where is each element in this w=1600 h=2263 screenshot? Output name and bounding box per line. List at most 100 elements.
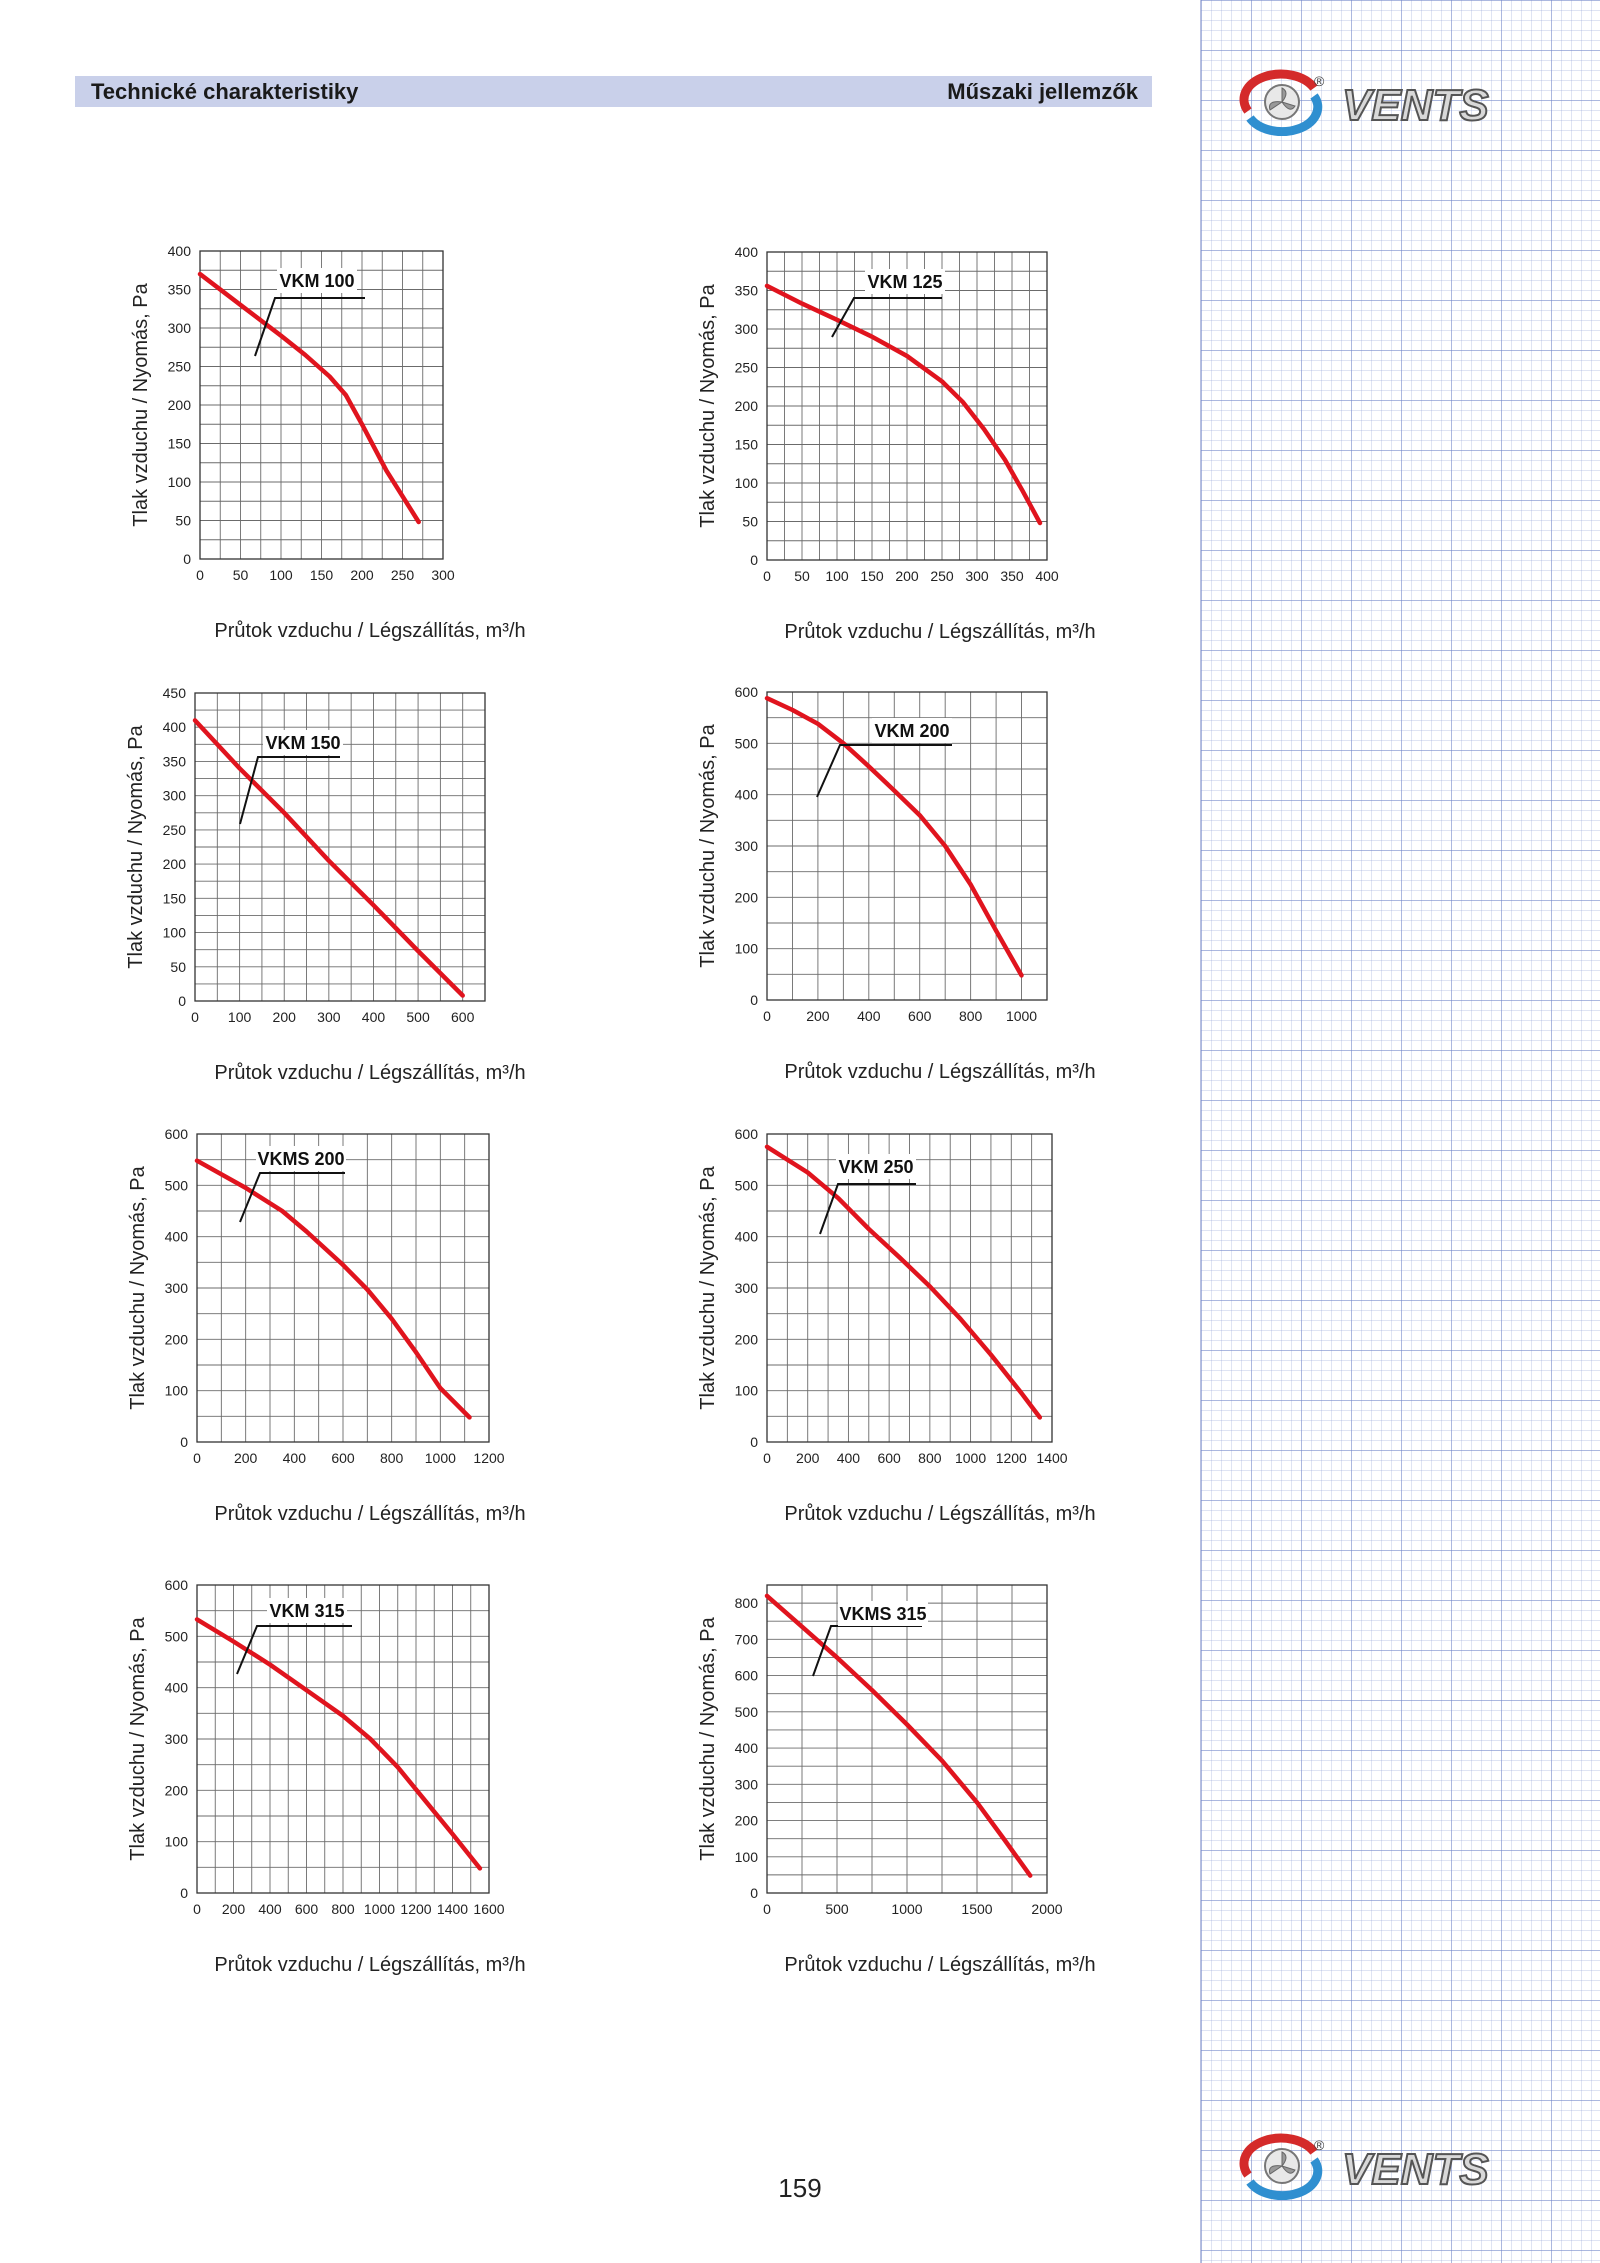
y-tick-label: 300: [735, 321, 759, 337]
y-tick-label: 0: [180, 1885, 188, 1901]
x-tick-label: 1000: [1006, 1008, 1037, 1024]
x-tick-label: 800: [331, 1901, 355, 1917]
y-tick-label: 350: [168, 282, 192, 298]
y-axis-label: Tlak vzduchu / Nyomás, Pa: [127, 1616, 149, 1860]
y-tick-label: 100: [735, 1849, 759, 1865]
x-axis-label: Průtok vzduchu / Légszállítás, m³/h: [214, 1503, 525, 1525]
y-tick-label: 100: [735, 1383, 759, 1399]
performance-curve: [764, 1144, 1043, 1420]
x-tick-label: 1000: [891, 1901, 922, 1917]
x-tick-label: 600: [331, 1450, 355, 1466]
vents-logo: ® VENTS: [1239, 69, 1490, 136]
x-tick-label: 1200: [400, 1901, 431, 1917]
performance-curve: [764, 283, 1043, 526]
y-tick-label: 100: [163, 925, 187, 941]
header-title-hungarian: Műszaki jellemzők: [947, 79, 1138, 104]
y-tick-label: 350: [735, 283, 759, 299]
y-tick-label: 100: [168, 474, 192, 490]
page-number: 159: [778, 2173, 822, 2203]
y-tick-label: 400: [163, 719, 187, 735]
x-axis-label: Průtok vzduchu / Légszállítás, m³/h: [784, 1954, 1095, 1976]
y-tick-label: 500: [165, 1177, 189, 1193]
chart-vkm-100: 0 50 100 150 200 250 300 0 50 100 150 200 250 300 350 4…: [130, 243, 526, 642]
performance-curve: [194, 1617, 483, 1871]
model-label-box: [277, 268, 357, 293]
x-tick-label: 500: [825, 1901, 849, 1917]
x-axis-label: Průtok vzduchu / Légszállítás, m³/h: [784, 621, 1095, 643]
x-axis-label: Průtok vzduchu / Légszállítás, m³/h: [214, 620, 525, 642]
x-tick-label: 0: [196, 567, 204, 583]
y-tick-label: 250: [168, 359, 192, 375]
model-label: VKM 250: [838, 1157, 913, 1177]
model-label: VKM 125: [867, 272, 942, 292]
x-tick-label: 1200: [996, 1450, 1027, 1466]
x-tick-label: 400: [857, 1008, 881, 1024]
y-tick-label: 400: [735, 1229, 759, 1245]
model-leader-line: [254, 297, 365, 357]
graph-paper-sidebar: [1200, 0, 1600, 2263]
y-tick-label: 600: [735, 684, 759, 700]
y-axis-label: Tlak vzduchu / Nyomás, Pa: [697, 1616, 719, 1860]
grid: [766, 1133, 1053, 1443]
x-tick-label: 150: [860, 568, 884, 584]
x-tick-label: 200: [350, 567, 374, 583]
x-tick-label: 400: [283, 1450, 307, 1466]
model-label-box: [263, 730, 343, 755]
y-axis-label: Tlak vzduchu / Nyomás, Pa: [697, 1165, 719, 1409]
header-title-czech: Technické charakteristiky: [91, 79, 359, 104]
x-tick-label: 1600: [473, 1901, 504, 1917]
y-tick-label: 100: [735, 941, 759, 957]
y-tick-label: 500: [735, 1704, 759, 1720]
x-tick-label: 50: [794, 568, 810, 584]
x-tick-label: 350: [1000, 568, 1024, 584]
chart-vkm-150: 0 100 200 300 400 500 600 0 50 100 150 200 250 300 350…: [125, 685, 526, 1084]
y-tick-label: 50: [170, 959, 186, 975]
y-tick-label: 400: [168, 243, 192, 259]
y-tick-label: 500: [735, 735, 759, 751]
x-tick-label: 250: [391, 567, 415, 583]
chart-vkm-125: 0 50 100 150 200 250 300 350 400 0 50 100 150 200 250 3…: [697, 244, 1096, 643]
x-tick-label: 400: [258, 1901, 282, 1917]
y-tick-label: 300: [735, 1776, 759, 1792]
y-tick-label: 250: [735, 360, 759, 376]
y-tick-label: 100: [165, 1383, 189, 1399]
vents-logo-footer: ® VENTS: [1239, 2133, 1490, 2200]
x-tick-label: 300: [431, 567, 455, 583]
y-tick-label: 800: [735, 1595, 759, 1611]
x-tick-label: 1000: [955, 1450, 986, 1466]
x-tick-label: 50: [233, 567, 249, 583]
x-axis-label: Průtok vzduchu / Légszállítás, m³/h: [214, 1954, 525, 1976]
model-leader-line: [239, 756, 340, 825]
x-tick-label: 200: [796, 1450, 820, 1466]
x-tick-label: 600: [908, 1008, 932, 1024]
x-tick-label: 300: [965, 568, 989, 584]
model-label-box: [838, 1601, 928, 1626]
x-tick-label: 0: [193, 1450, 201, 1466]
x-tick-label: 600: [877, 1450, 901, 1466]
plot-frame: [199, 250, 444, 560]
y-tick-label: 300: [168, 320, 192, 336]
x-axis-label: Průtok vzduchu / Légszállítás, m³/h: [784, 1503, 1095, 1525]
x-axis-label: Průtok vzduchu / Légszállítás, m³/h: [784, 1061, 1095, 1083]
y-tick-label: 100: [735, 475, 759, 491]
y-tick-label: 450: [163, 685, 187, 701]
performance-curve: [197, 271, 421, 525]
x-tick-label: 100: [228, 1009, 252, 1025]
chart-vkms-200: 0 200 400 600 800 1000 1200 0 100 200 300 400 500 600…: [127, 1126, 526, 1525]
y-tick-label: 0: [750, 1434, 758, 1450]
plot-frame: [766, 1584, 1048, 1894]
x-tick-label: 400: [837, 1450, 861, 1466]
plot-frame: [766, 691, 1048, 1001]
y-tick-label: 700: [735, 1631, 759, 1647]
y-tick-label: 0: [750, 552, 758, 568]
y-tick-label: 150: [168, 436, 192, 452]
logo-wordmark: VENTS: [1342, 2145, 1489, 2194]
x-axis-label: Průtok vzduchu / Légszállítás, m³/h: [214, 1062, 525, 1084]
y-axis-label: Tlak vzduchu / Nyomás, Pa: [130, 282, 152, 526]
plot-frame: [196, 1584, 490, 1894]
chart-vkm-200: 0 200 400 600 800 1000 0 100 200 300 400 500 600 Tlak…: [697, 684, 1096, 1083]
x-tick-label: 800: [380, 1450, 404, 1466]
x-tick-label: 300: [317, 1009, 341, 1025]
registered-mark: ®: [1314, 73, 1325, 89]
y-tick-label: 200: [163, 856, 187, 872]
